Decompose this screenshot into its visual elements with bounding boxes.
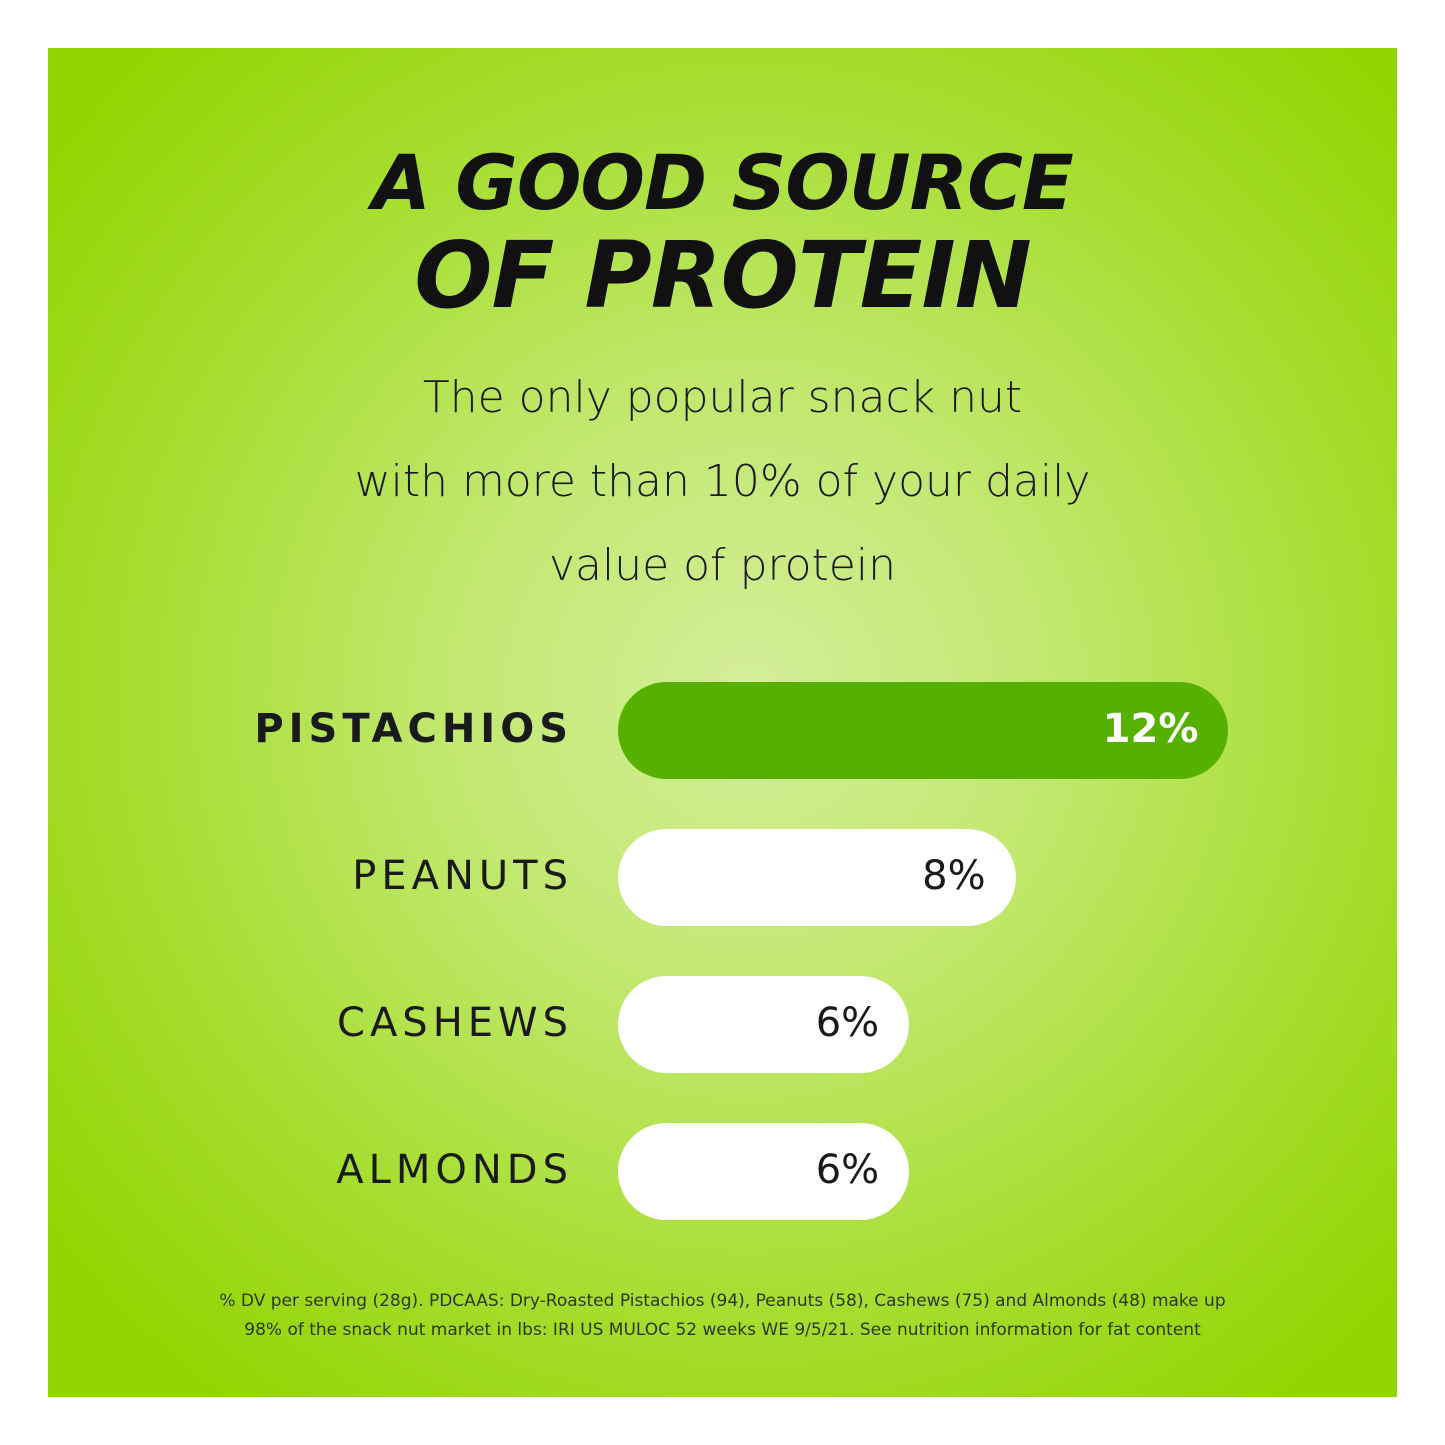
title-line-2: OF PROTEIN <box>414 222 1031 329</box>
bar-pistachios <box>618 682 1229 779</box>
bar-cashews <box>618 976 910 1073</box>
value-label: 8% <box>922 853 986 899</box>
bar-peanuts <box>618 829 1016 926</box>
subtitle-line-1: The only popular snack nut <box>422 372 1023 423</box>
subtitle-line-2: with more than 10% of your daily <box>354 456 1091 507</box>
value-label: 12% <box>1102 706 1199 752</box>
footnote-line-1: % DV per serving (28g). PDCAAS: Dry-Roas… <box>219 1291 1226 1311</box>
value-label: 6% <box>815 1000 880 1046</box>
title-line-1: A GOOD SOURCE <box>372 138 1074 227</box>
value-label: 6% <box>815 1147 880 1193</box>
bar-almonds <box>618 1123 910 1220</box>
category-label: ALMONDS <box>336 1147 573 1193</box>
category-label: PISTACHIOS <box>254 706 573 752</box>
footnote-line-2: 98% of the snack nut market in lbs: IRI … <box>244 1320 1201 1340</box>
category-label: PEANUTS <box>352 853 573 899</box>
category-label: CASHEWS <box>337 1000 573 1046</box>
subtitle-line-3: value of protein <box>549 540 896 591</box>
